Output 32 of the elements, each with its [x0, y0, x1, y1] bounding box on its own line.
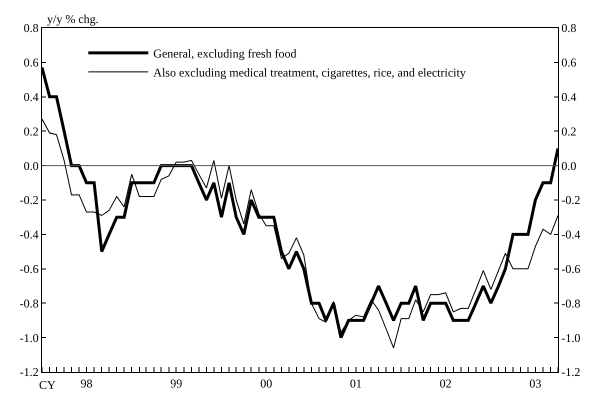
y2-tick-label: 0.8 [561, 21, 576, 36]
x-tick-label: 99 [170, 376, 182, 390]
y2-tick-label: -0.6 [561, 262, 580, 276]
legend-label: Also excluding medical treatment, cigarettes, rice, and electricity [153, 66, 466, 80]
x-tick-label: 00 [260, 376, 272, 390]
y-tick-label: -0.8 [20, 296, 39, 310]
y-axis-title: y/y % chg. [47, 12, 99, 26]
x-tick-label: 01 [350, 376, 362, 390]
y-tick-label: -0.6 [20, 262, 39, 276]
y-tick-label: -1.2 [20, 365, 39, 380]
x-tick-label: 98 [80, 376, 92, 390]
y-tick-label: 0.8 [24, 21, 39, 36]
y-tick-label: -0.2 [20, 193, 39, 208]
y-tick-label: -1.0 [20, 330, 39, 345]
y-tick-label: 0.4 [24, 90, 39, 104]
y2-tick-label: -0.2 [561, 193, 580, 208]
x-tick-label: 03 [529, 376, 542, 390]
y2-tick-label: -0.8 [561, 296, 580, 310]
y2-tick-label: -1.0 [561, 330, 580, 345]
y2-tick-label: -1.2 [561, 365, 580, 380]
y-tick-label: -0.4 [20, 228, 39, 242]
y-tick-label: 0.2 [24, 124, 39, 138]
y-tick-label: 0.0 [24, 158, 39, 173]
y2-tick-label: 0.6 [561, 56, 576, 70]
x-tick-label: 02 [440, 376, 452, 390]
y2-tick-label: -0.4 [561, 228, 580, 242]
y-tick-label: 0.6 [24, 56, 39, 70]
legend-label: General, excluding fresh food [153, 46, 297, 60]
y2-tick-label: 0.2 [561, 124, 576, 138]
x-axis-title: CY [39, 378, 56, 392]
y2-tick-label: 0.4 [561, 90, 576, 104]
y2-tick-label: 0.0 [561, 158, 576, 173]
